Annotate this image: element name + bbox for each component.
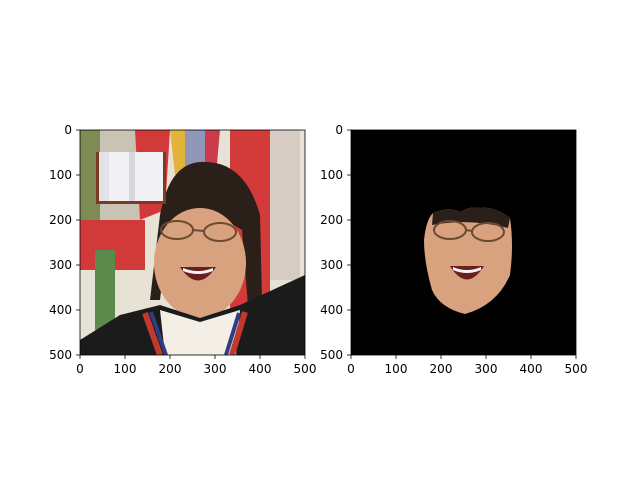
segmented-photo	[351, 130, 576, 355]
y-tick-label: 0	[64, 123, 72, 137]
y-tick-label: 400	[320, 303, 343, 317]
axes-frame-right	[350, 129, 577, 356]
axis-ticks-left: 0 100 200 300 400 500 0 100 200 300 400 500	[49, 123, 316, 376]
x-tick-label: 0	[76, 362, 84, 376]
x-tick-label: 400	[520, 362, 543, 376]
y-tick-label: 200	[320, 213, 343, 227]
y-tick-label: 200	[49, 213, 72, 227]
photo-panel-segmented: 0 100 200 300 400 500 0 100 200 300 400 500	[320, 123, 587, 376]
y-tick-label: 500	[320, 348, 343, 362]
book-overlay	[96, 152, 166, 204]
x-tick-label: 300	[475, 362, 498, 376]
x-tick-label: 500	[294, 362, 317, 376]
x-tick-label: 200	[430, 362, 453, 376]
x-tick-label: 300	[204, 362, 227, 376]
y-tick-label: 300	[49, 258, 72, 272]
y-tick-label: 300	[320, 258, 343, 272]
photo-panel-original: 0 100 200 300 400 500 0 100 200 300 400 500	[49, 123, 316, 376]
x-tick-label: 200	[159, 362, 182, 376]
y-tick-label: 100	[320, 168, 343, 182]
y-tick-label: 100	[49, 168, 72, 182]
axis-ticks-right: 0 100 200 300 400 500 0 100 200 300 400 500	[320, 123, 587, 376]
x-tick-label: 100	[114, 362, 137, 376]
axes-frame-left	[79, 129, 306, 356]
original-photo	[80, 130, 305, 355]
y-tick-label: 0	[335, 123, 343, 137]
x-tick-label: 500	[565, 362, 588, 376]
x-tick-label: 0	[347, 362, 355, 376]
y-tick-label: 400	[49, 303, 72, 317]
y-tick-label: 500	[49, 348, 72, 362]
x-tick-label: 400	[249, 362, 272, 376]
x-tick-label: 100	[385, 362, 408, 376]
